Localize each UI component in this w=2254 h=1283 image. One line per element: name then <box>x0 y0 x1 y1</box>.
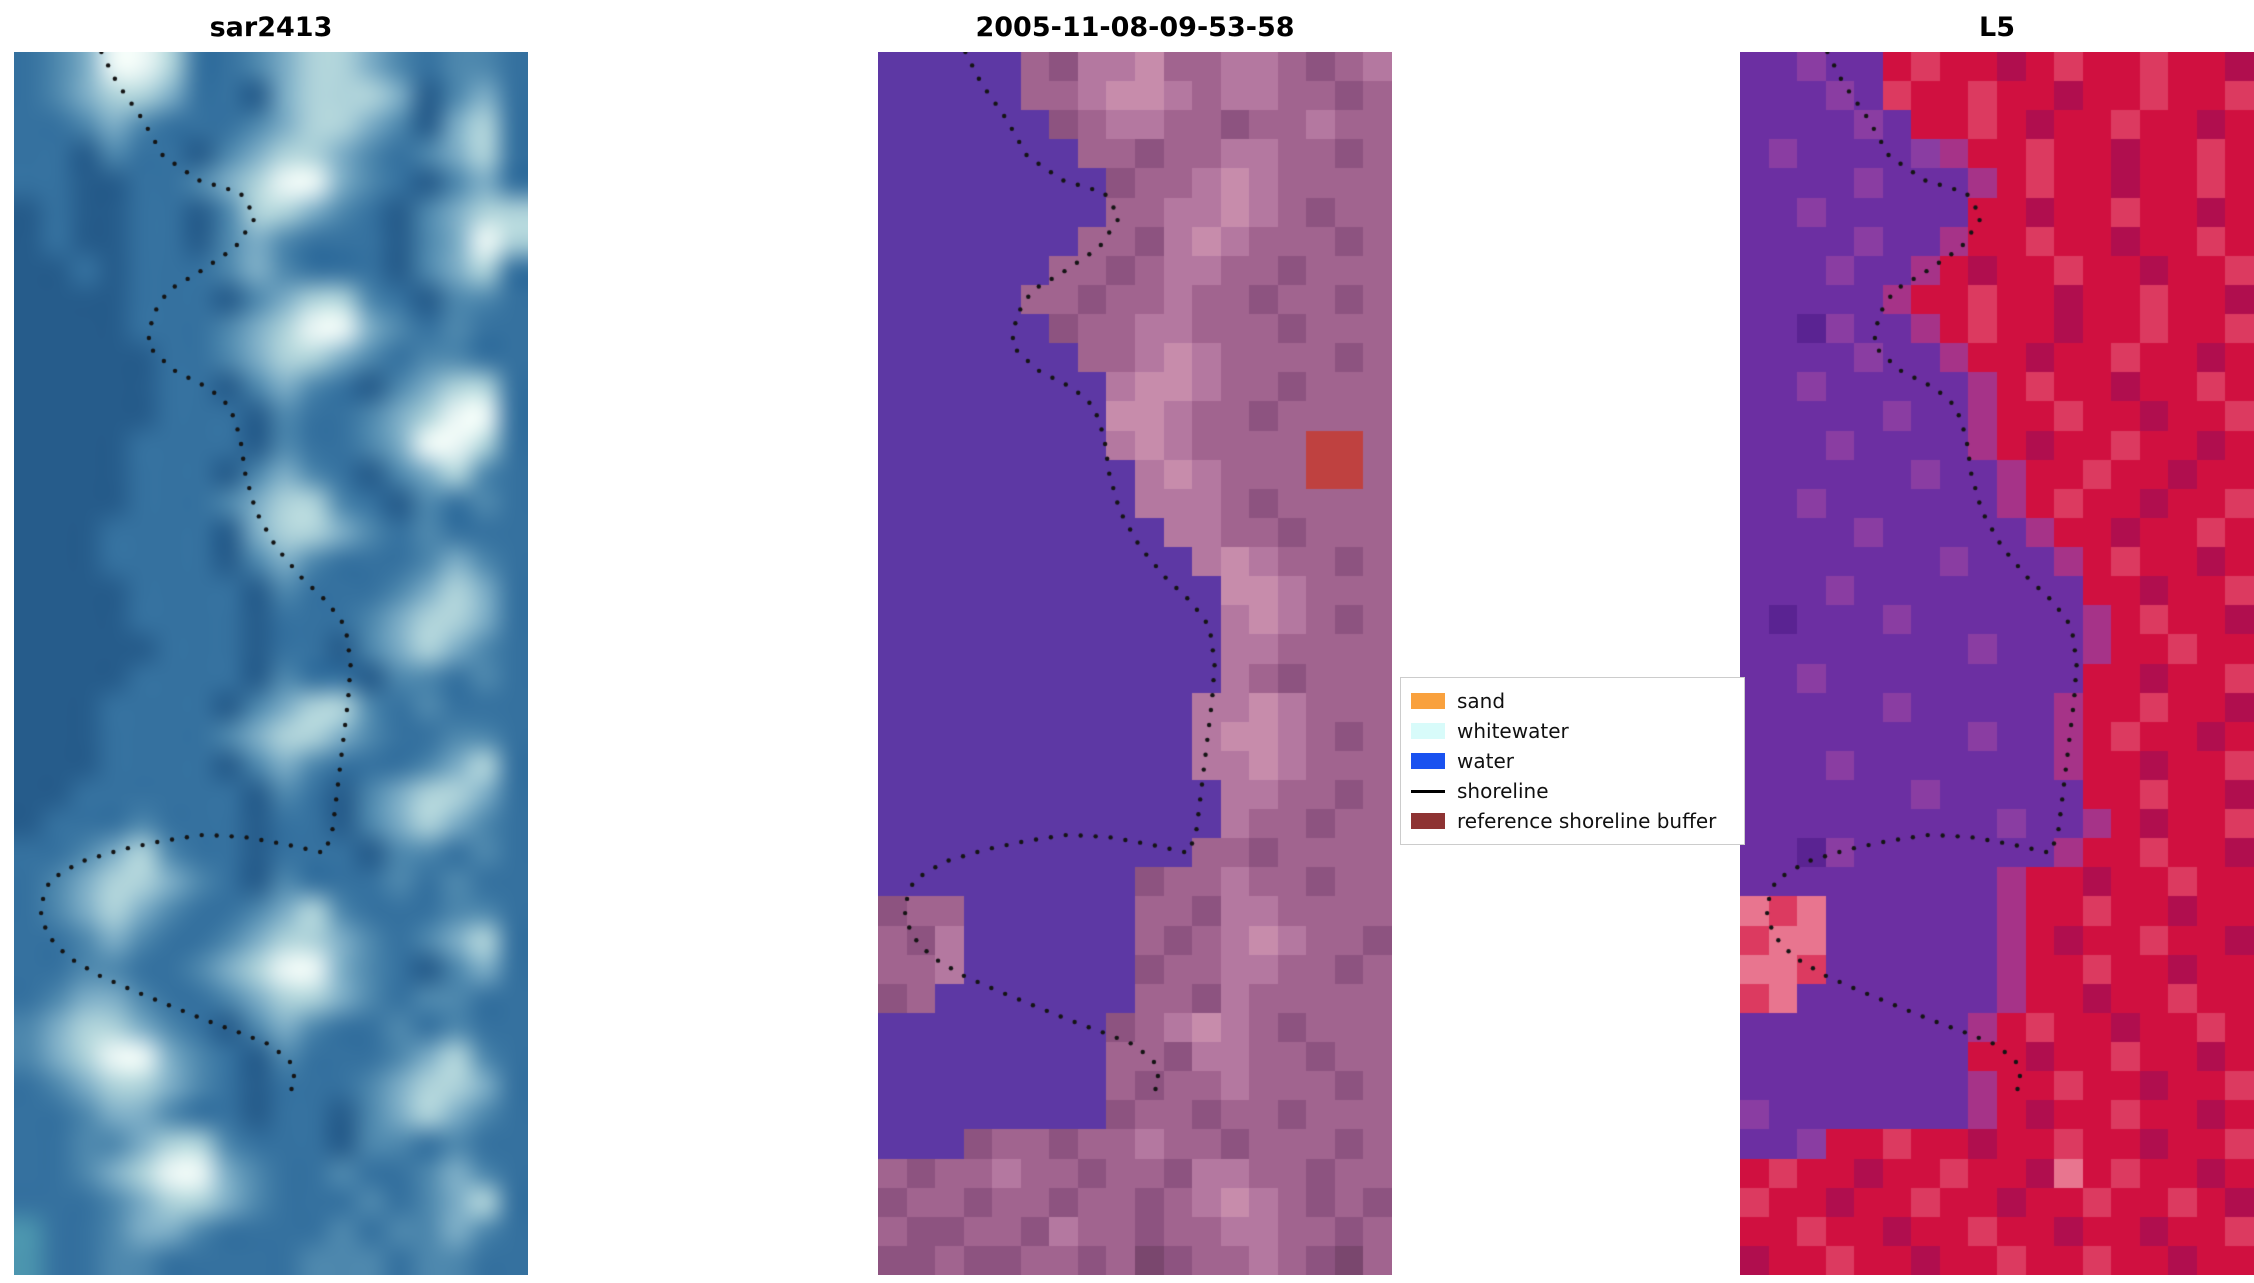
classified-image <box>878 52 1392 1275</box>
l5-image <box>1740 52 2254 1275</box>
water-swatch-icon <box>1411 753 1445 769</box>
legend-label-whitewater: whitewater <box>1457 719 1569 743</box>
panel-sar2413: sar2413 <box>14 8 528 1275</box>
panel-title-l5: L5 <box>1979 12 2015 43</box>
legend-item-sand: sand <box>1411 686 1734 716</box>
panel-title-sar2413: sar2413 <box>209 12 333 43</box>
legend: sand whitewater water shoreline referenc… <box>1400 677 1745 845</box>
legend-item-whitewater: whitewater <box>1411 716 1734 746</box>
legend-item-shoreline: shoreline <box>1411 776 1734 806</box>
sar2413-image <box>14 52 528 1275</box>
legend-label-shoreline: shoreline <box>1457 779 1549 803</box>
shoreline-line-icon <box>1411 789 1445 793</box>
legend-label-reference-buffer: reference shoreline buffer <box>1457 809 1717 833</box>
whitewater-swatch-icon <box>1411 723 1445 739</box>
reference-buffer-swatch-icon <box>1411 813 1445 829</box>
legend-item-reference-buffer: reference shoreline buffer <box>1411 806 1734 836</box>
legend-label-sand: sand <box>1457 689 1506 713</box>
panel-l5: L5 <box>1740 8 2254 1275</box>
panel-title-date: 2005-11-08-09-53-58 <box>975 12 1295 43</box>
sand-swatch-icon <box>1411 693 1445 709</box>
legend-item-water: water <box>1411 746 1734 776</box>
panel-classified: 2005-11-08-09-53-58 <box>878 8 1392 1275</box>
legend-label-water: water <box>1457 749 1514 773</box>
